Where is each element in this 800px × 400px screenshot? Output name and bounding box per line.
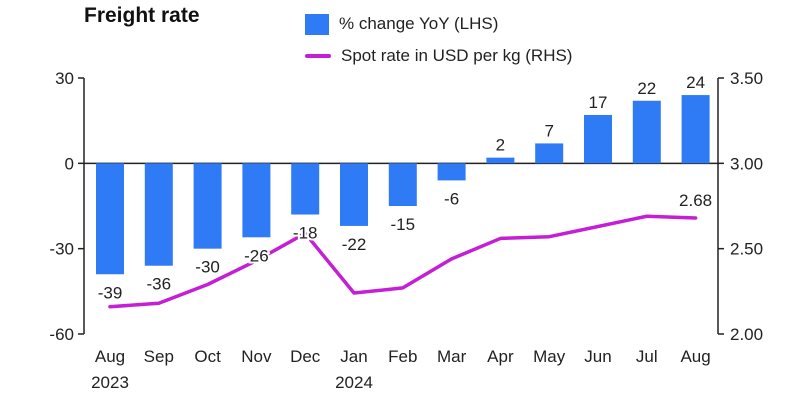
y-right-tick-label: 2.00 [730,325,763,344]
x-tick-label: Nov [241,347,272,366]
bar-apr-8 [486,157,515,164]
y-right-tick-label: 2.50 [730,240,763,259]
bar-data-label: -36 [147,275,172,294]
x-year-label: 2024 [335,373,373,392]
y-left-tick-label: -60 [49,325,74,344]
y-left-tick-label: 30 [55,69,74,88]
bar-jul-11 [632,100,661,164]
legend-label-line: Spot rate in USD per kg (RHS) [341,46,573,65]
x-tick-label: Oct [194,347,221,366]
x-tick-label: Dec [290,347,321,366]
bar-jun-10 [584,114,612,164]
bar-data-label: -18 [293,224,318,243]
legend-label-bars: % change YoY (LHS) [339,14,499,33]
bar-nov-3 [242,163,271,238]
legend: % change YoY (LHS) Spot rate in USD per … [305,8,572,72]
bar-feb-6 [388,163,417,206]
bar-sep-1 [144,163,173,266]
y-right-tick-label: 3.00 [730,154,763,173]
bar-data-label: 24 [686,73,705,92]
x-tick-label: Jul [636,347,658,366]
y-right-tick-label: 3.50 [730,69,763,88]
bar-dec-4 [291,163,320,215]
bar-data-label: -26 [244,246,269,265]
legend-item-line: Spot rate in USD per kg (RHS) [305,40,572,72]
bar-aug-12 [681,95,710,164]
bar-oct-2 [193,163,222,249]
bar-aug-0 [96,163,124,275]
bar-data-label: 22 [637,79,656,98]
y-left-tick-label: -30 [49,240,74,259]
spot-rate-line [108,214,698,309]
x-year-label: 2023 [91,373,129,392]
bar-data-label: 2 [496,136,505,155]
x-tick-label: Jun [584,347,611,366]
bar-data-label: -6 [444,189,459,208]
x-tick-label: Jan [340,347,367,366]
chart-title: Freight rate [84,4,200,27]
x-tick-label: Aug [680,347,710,366]
spot-rate-data-label: 2.68 [679,191,712,210]
bar-data-label: 17 [589,93,608,112]
legend-item-bars: % change YoY (LHS) [305,8,572,40]
bar-data-label: -22 [342,235,367,254]
bar-jan-5 [340,163,368,226]
legend-swatch-bars [305,13,329,35]
bar-data-label: 7 [544,121,553,140]
x-tick-label: May [533,347,566,366]
bar-data-label: -15 [391,215,416,234]
y-left-tick-label: 0 [65,154,74,173]
x-tick-label: Mar [437,347,467,366]
legend-swatch-line [305,54,331,58]
bar-mar-7 [437,163,466,181]
x-tick-label: Sep [144,347,174,366]
x-tick-label: Aug [95,347,125,366]
bar-data-label: -39 [98,283,123,302]
x-tick-label: Apr [487,347,514,366]
x-tick-label: Feb [388,347,417,366]
bar-data-label: -30 [195,258,220,277]
bar-may-9 [535,143,564,164]
